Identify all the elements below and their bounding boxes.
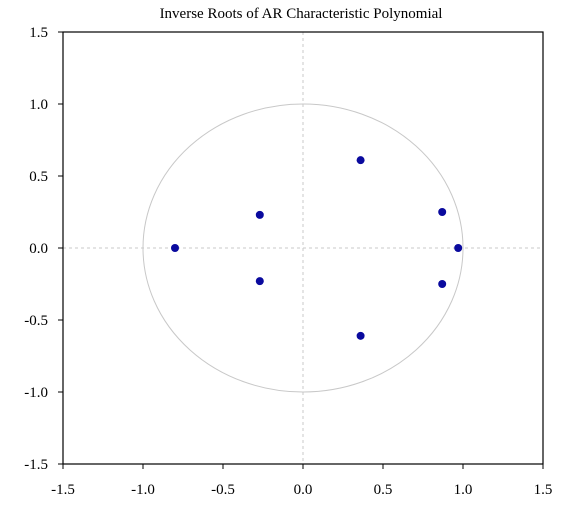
y-tick-label: -1.0 xyxy=(24,385,48,401)
y-tick-label: 1.0 xyxy=(29,97,48,113)
root-point xyxy=(438,208,447,216)
root-point xyxy=(454,244,463,252)
y-tick-label: -1.5 xyxy=(24,457,48,473)
x-tick-label: 0.5 xyxy=(374,482,393,498)
root-point xyxy=(356,331,365,340)
plot-area: -1.5 -1.0 -0.5 0.0 0.5 1.0 1.5 1.5 1.0 0.5 0.0 -0.5… xyxy=(24,25,552,498)
root-point xyxy=(356,156,365,165)
x-tick-label: 0.0 xyxy=(294,482,313,498)
chart-title: Inverse Roots of AR Characteristic Polyn… xyxy=(160,6,443,22)
y-tick-label: 0.5 xyxy=(29,169,48,185)
x-tick-label: -0.5 xyxy=(211,482,235,498)
root-point xyxy=(255,210,264,219)
y-tick-label: 1.5 xyxy=(29,25,48,41)
root-point xyxy=(438,280,447,288)
root-point xyxy=(255,277,264,286)
x-tick-label: 1.0 xyxy=(454,482,473,498)
y-tick-label: -0.5 xyxy=(24,313,48,329)
y-tick-label: 0.0 xyxy=(29,241,48,257)
x-tick-label: 1.5 xyxy=(534,482,553,498)
x-tick-label: -1.0 xyxy=(131,482,155,498)
root-point xyxy=(171,244,179,252)
x-tick-label: -1.5 xyxy=(51,482,75,498)
